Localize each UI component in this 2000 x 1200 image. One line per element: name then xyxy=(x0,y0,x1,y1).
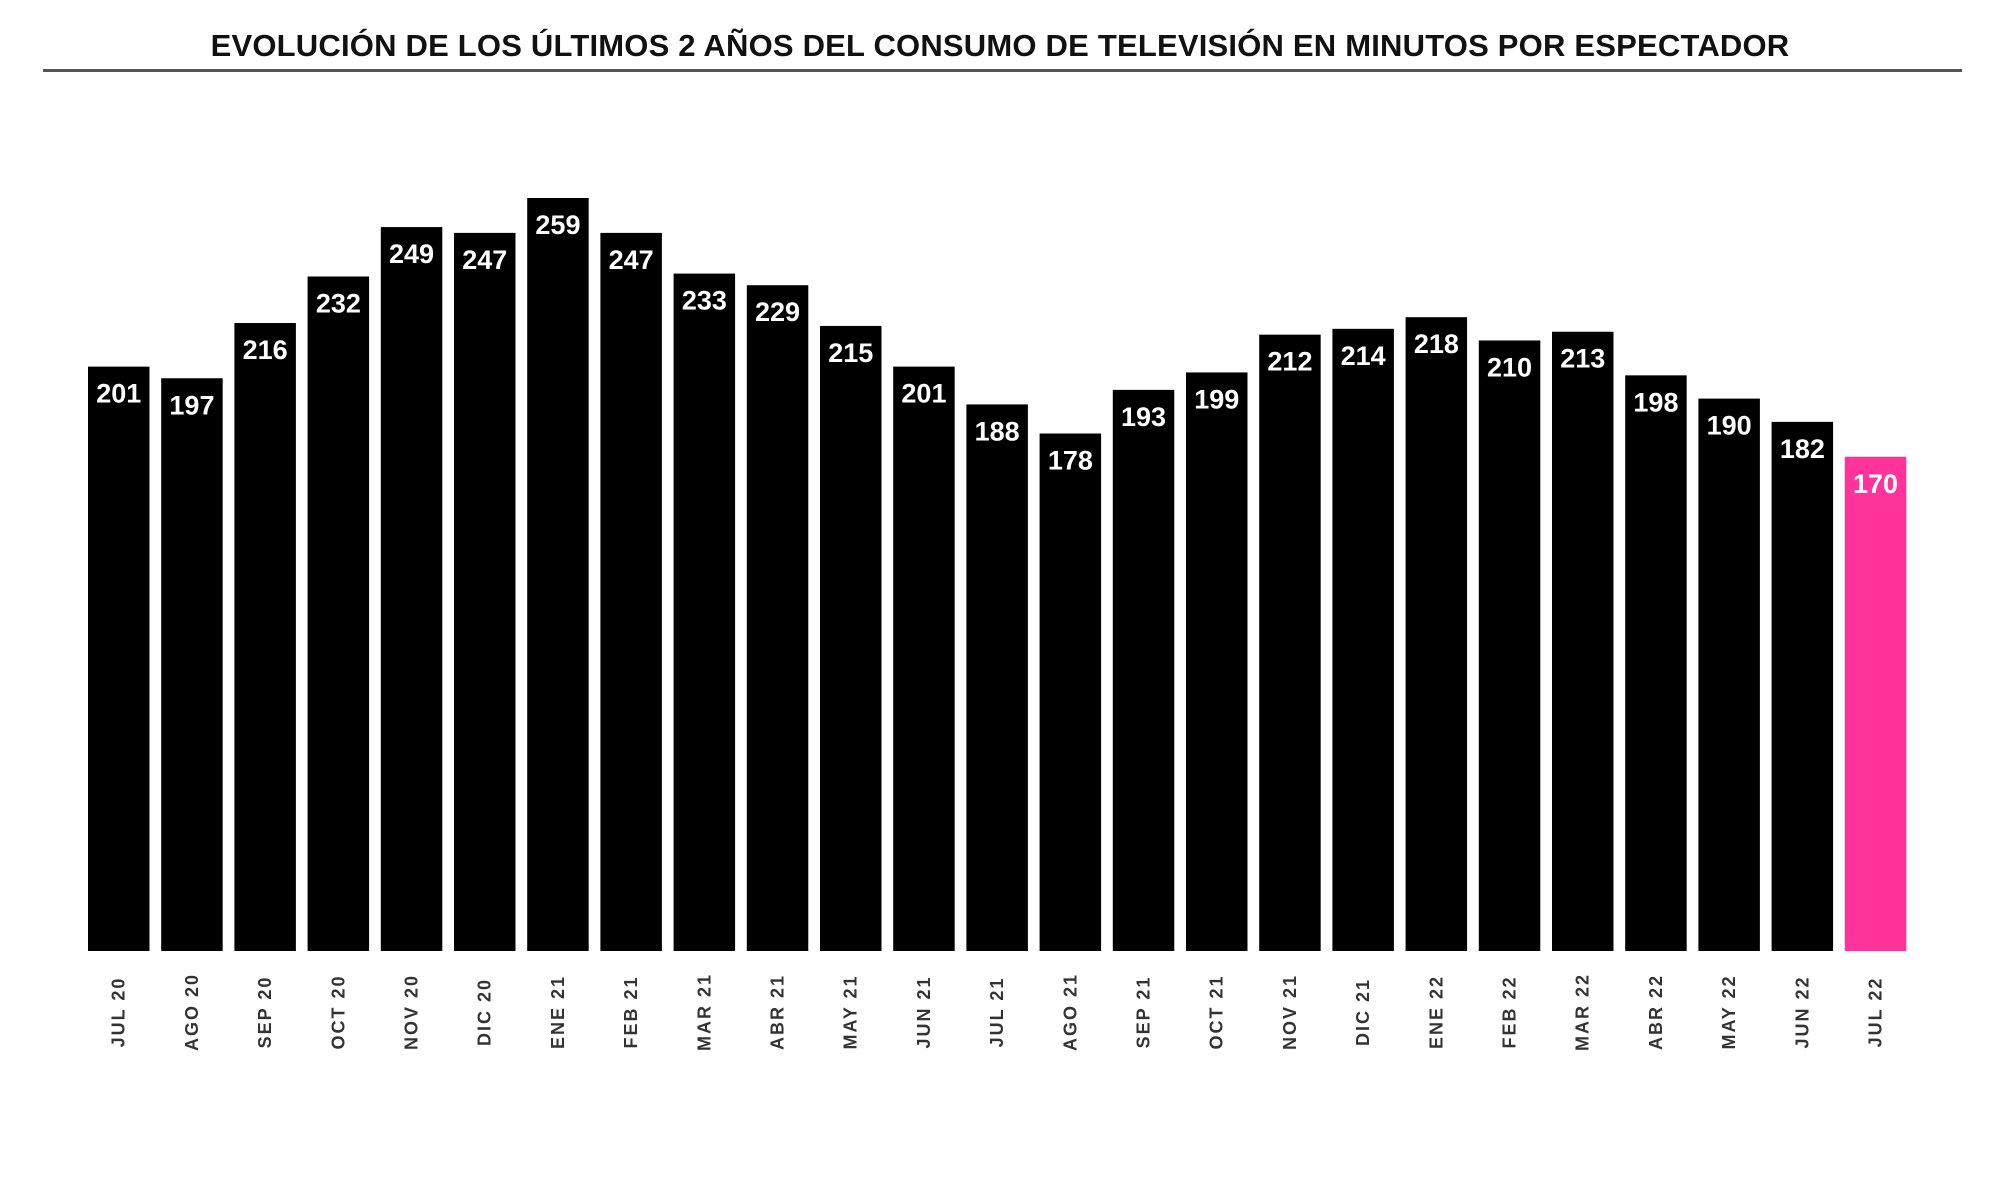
bar xyxy=(600,232,662,951)
data-label: 233 xyxy=(682,286,727,316)
bar xyxy=(893,366,955,951)
bar xyxy=(1112,389,1175,951)
x-tick-label: JUN 21 xyxy=(914,975,934,1048)
x-tick-label: JUL 22 xyxy=(1866,977,1886,1048)
bar xyxy=(307,276,370,952)
data-label: 197 xyxy=(169,390,214,420)
data-label: 214 xyxy=(1341,341,1386,371)
x-tick-label: DIC 21 xyxy=(1353,978,1373,1046)
x-tick-label: MAY 22 xyxy=(1719,974,1739,1049)
bar xyxy=(1186,372,1248,951)
data-label: 249 xyxy=(389,239,434,269)
data-label: 213 xyxy=(1560,344,1605,374)
data-label: 247 xyxy=(609,245,654,275)
bar xyxy=(1039,433,1102,951)
x-tick-label: AGO 21 xyxy=(1060,973,1080,1051)
data-label: 188 xyxy=(975,416,1020,446)
data-label: 199 xyxy=(1194,384,1239,414)
bar xyxy=(380,227,443,951)
data-label: 190 xyxy=(1707,411,1752,441)
data-label: 193 xyxy=(1121,402,1166,432)
data-label: 232 xyxy=(316,288,361,318)
x-tick-label: ENE 22 xyxy=(1426,975,1446,1049)
data-label: 218 xyxy=(1414,329,1459,359)
bar xyxy=(1552,331,1614,952)
x-tick-label: ENE 21 xyxy=(548,975,568,1049)
x-tick-label: OCT 20 xyxy=(328,974,348,1049)
x-tick-label: JUL 21 xyxy=(987,977,1007,1048)
x-tick-label: AGO 20 xyxy=(182,973,202,1051)
bar xyxy=(1844,456,1907,951)
data-label: 170 xyxy=(1853,469,1898,499)
x-tick-label: NOV 20 xyxy=(402,974,422,1050)
data-label: 259 xyxy=(535,210,580,240)
bar xyxy=(1332,328,1394,952)
bar xyxy=(161,378,223,951)
bar xyxy=(527,198,589,951)
x-tick-label: SEP 20 xyxy=(255,976,275,1049)
bar xyxy=(234,323,296,951)
bar xyxy=(1625,375,1687,951)
x-tick-label: MAR 21 xyxy=(694,973,714,1051)
x-tick-label: ABR 21 xyxy=(768,974,788,1050)
x-tick-label: FEB 22 xyxy=(1500,975,1520,1048)
data-label: 201 xyxy=(901,379,946,409)
chart-title: EVOLUCIÓN DE LOS ÚLTIMOS 2 AÑOS DEL CONS… xyxy=(210,28,1790,63)
title-divider xyxy=(43,69,1962,72)
x-tick-label: MAY 21 xyxy=(841,974,861,1049)
data-label: 229 xyxy=(755,297,800,327)
bar xyxy=(820,325,882,951)
bar xyxy=(746,285,809,951)
bar xyxy=(1698,398,1760,951)
x-tick-label: MAR 22 xyxy=(1573,973,1593,1051)
data-label: 198 xyxy=(1633,387,1678,417)
data-label: 210 xyxy=(1487,352,1532,382)
bar xyxy=(1771,421,1834,951)
x-tick-label: FEB 21 xyxy=(621,975,641,1048)
x-tick-label: JUL 20 xyxy=(109,977,129,1048)
bar xyxy=(454,232,516,951)
x-tick-label: ABR 22 xyxy=(1646,974,1666,1050)
bar xyxy=(673,273,736,952)
data-label: 178 xyxy=(1048,445,1093,475)
bar xyxy=(1478,340,1541,951)
data-label: 212 xyxy=(1267,347,1312,377)
x-tick-label: NOV 21 xyxy=(1280,974,1300,1050)
data-label: 247 xyxy=(462,245,507,275)
x-tick-label: SEP 21 xyxy=(1134,976,1154,1049)
bar xyxy=(1405,317,1468,951)
x-tick-label: OCT 21 xyxy=(1207,974,1227,1049)
bar xyxy=(966,404,1028,951)
data-label: 182 xyxy=(1780,434,1825,464)
x-tick-label: JUN 22 xyxy=(1792,975,1812,1048)
data-label: 216 xyxy=(243,335,288,365)
data-label: 215 xyxy=(828,338,873,368)
data-label: 201 xyxy=(96,379,141,409)
x-tick-label: DIC 20 xyxy=(475,978,495,1046)
bar xyxy=(88,366,150,951)
bar xyxy=(1259,334,1321,951)
